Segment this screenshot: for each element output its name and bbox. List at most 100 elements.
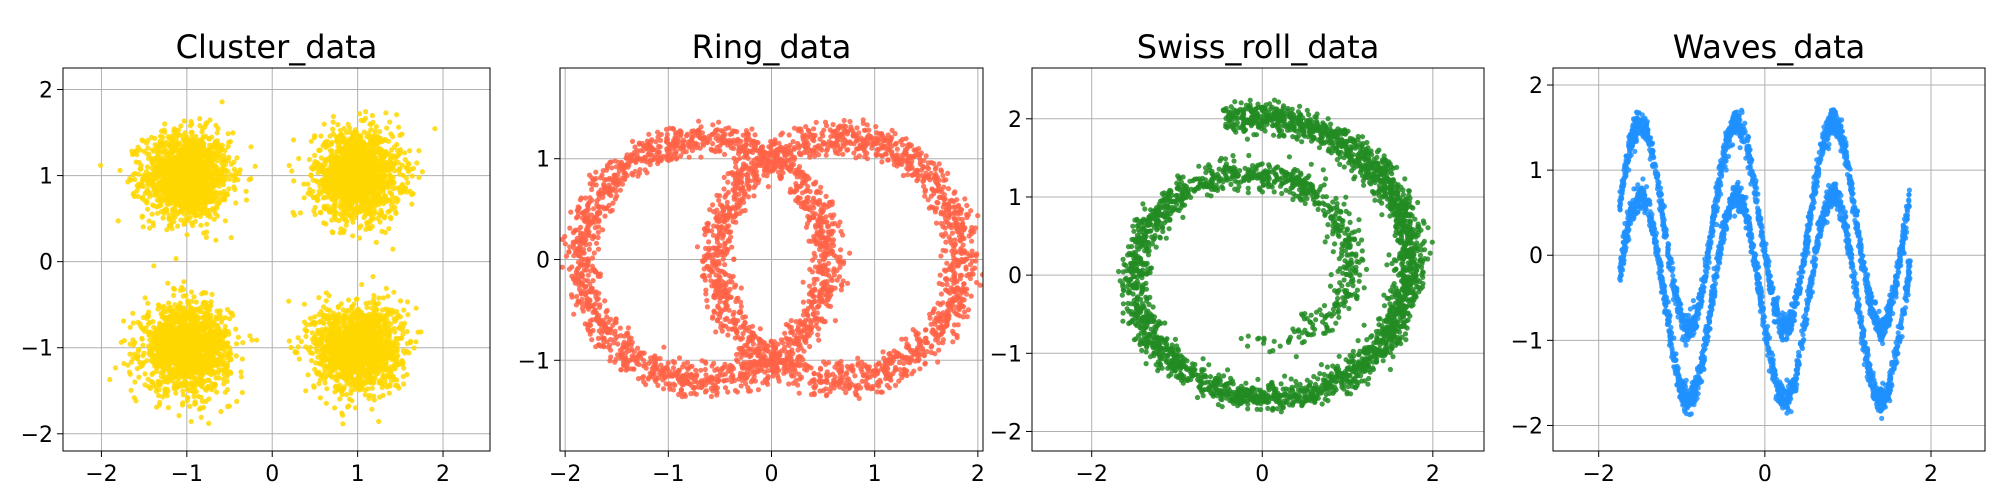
data-point <box>343 222 349 228</box>
data-point <box>291 178 297 184</box>
x-tick-label: 0 <box>265 462 279 487</box>
data-point <box>371 211 377 217</box>
data-point <box>166 217 173 223</box>
data-point <box>168 156 174 162</box>
data-point <box>375 173 381 180</box>
data-point <box>375 181 381 187</box>
data-point <box>177 362 183 368</box>
data-point <box>149 349 155 355</box>
data-point <box>199 325 205 331</box>
data-point <box>196 137 202 143</box>
data-point <box>198 382 204 388</box>
data-point <box>203 182 209 188</box>
data-point <box>351 168 357 174</box>
data-point <box>331 207 337 213</box>
data-point <box>177 153 184 159</box>
data-point <box>142 198 148 204</box>
data-point <box>327 209 333 215</box>
data-point <box>145 300 151 306</box>
data-point <box>405 169 411 175</box>
data-point <box>345 121 351 127</box>
data-point <box>252 163 258 169</box>
data-point <box>200 333 206 339</box>
data-point <box>154 210 160 216</box>
data-point <box>345 297 352 303</box>
data-point <box>176 338 182 344</box>
data-point <box>333 217 339 223</box>
data-point <box>209 183 215 190</box>
data-point <box>387 189 393 195</box>
data-point <box>353 191 359 197</box>
data-point <box>213 190 220 196</box>
data-point <box>173 194 179 200</box>
data-point <box>128 359 134 365</box>
data-point <box>240 340 246 346</box>
data-point <box>165 405 171 411</box>
data-point <box>173 390 179 396</box>
data-point <box>196 373 202 379</box>
data-point <box>214 213 221 219</box>
data-point <box>340 191 346 198</box>
data-point <box>311 194 317 200</box>
data-point <box>330 126 336 132</box>
data-point <box>180 147 186 153</box>
data-point <box>307 191 313 197</box>
data-point <box>163 160 169 166</box>
data-point <box>330 177 336 183</box>
data-point <box>351 145 357 151</box>
data-point <box>146 309 152 315</box>
data-point <box>183 133 189 139</box>
data-point <box>183 292 189 299</box>
data-point <box>233 326 239 332</box>
data-point <box>137 321 143 327</box>
data-point <box>130 320 136 326</box>
data-point <box>172 164 178 170</box>
data-point <box>165 356 171 362</box>
data-point <box>183 152 189 158</box>
data-point <box>203 325 209 331</box>
data-point <box>384 125 390 131</box>
data-point <box>308 173 314 179</box>
data-point <box>183 205 189 211</box>
data-point <box>377 129 383 135</box>
data-point <box>180 400 186 406</box>
data-point <box>167 180 173 186</box>
data-point <box>163 207 169 213</box>
data-point <box>209 321 215 327</box>
data-point <box>399 162 405 168</box>
data-point <box>208 299 214 305</box>
data-point <box>179 187 185 193</box>
data-point <box>419 169 425 175</box>
data-point <box>187 123 193 129</box>
data-point <box>224 387 231 393</box>
data-point <box>350 233 356 239</box>
data-point <box>172 206 178 212</box>
data-point <box>155 382 161 388</box>
data-point <box>402 150 408 156</box>
data-point <box>379 174 385 180</box>
data-point <box>356 225 362 231</box>
data-point <box>341 147 347 153</box>
data-point <box>369 112 375 119</box>
data-point <box>360 149 366 155</box>
data-point <box>211 216 217 222</box>
data-point <box>370 185 376 191</box>
data-point <box>145 145 151 151</box>
data-point <box>237 167 243 173</box>
data-point <box>305 181 311 187</box>
data-point <box>390 194 396 200</box>
data-point <box>182 374 188 380</box>
data-point <box>161 322 167 328</box>
data-point <box>144 164 151 170</box>
data-point <box>388 147 395 153</box>
data-point <box>343 186 349 192</box>
data-point <box>188 157 194 163</box>
data-point <box>388 206 394 212</box>
data-point <box>156 393 162 399</box>
data-point <box>347 188 353 194</box>
data-point <box>399 131 405 137</box>
data-point <box>329 229 335 235</box>
data-point <box>362 180 368 186</box>
data-point <box>346 193 352 199</box>
data-point <box>211 178 217 184</box>
